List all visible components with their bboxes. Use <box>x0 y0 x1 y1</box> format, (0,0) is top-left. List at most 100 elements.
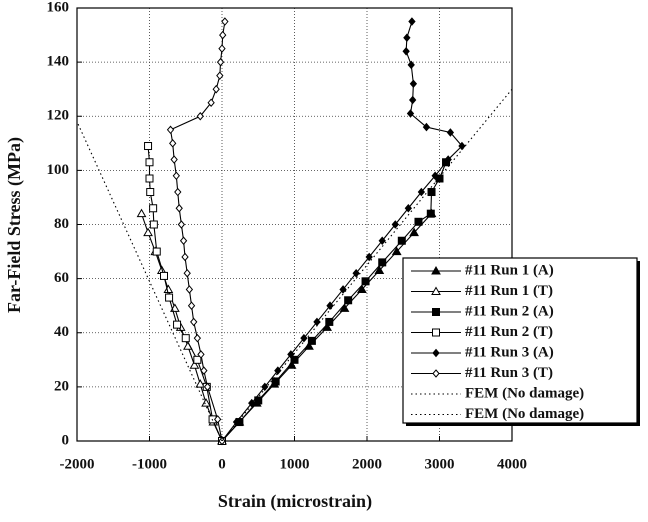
point <box>152 247 161 256</box>
point <box>177 220 186 229</box>
x-tick-label: -1000 <box>132 456 167 472</box>
y-tick-label: 40 <box>54 324 69 340</box>
point <box>196 111 204 121</box>
point <box>446 128 455 137</box>
point <box>409 79 418 89</box>
point <box>212 84 220 94</box>
point <box>422 122 431 132</box>
legend-marker <box>431 265 441 275</box>
point <box>458 141 466 151</box>
point <box>181 252 189 262</box>
point <box>409 227 419 237</box>
point <box>193 333 202 343</box>
point <box>172 171 180 181</box>
x-tick-label: 4000 <box>497 456 527 472</box>
point <box>136 208 147 218</box>
y-tick-label: 80 <box>54 216 69 232</box>
point <box>287 350 295 359</box>
legend-marker <box>431 286 441 295</box>
point <box>218 44 226 53</box>
point <box>165 293 174 302</box>
x-axis-title: Strain (microstrain) <box>218 491 372 512</box>
point <box>407 60 415 70</box>
point <box>352 268 360 278</box>
legend-label: #11 Run 1 (T) <box>465 283 553 299</box>
legend-marker <box>432 308 440 316</box>
point <box>216 71 224 80</box>
point <box>404 203 412 213</box>
legend-marker <box>432 328 440 337</box>
point <box>339 285 347 294</box>
y-tick-label: 140 <box>47 54 70 70</box>
point <box>254 396 263 405</box>
point <box>207 98 215 107</box>
legend-label: #11 Run 2 (T) <box>465 324 553 340</box>
point <box>174 187 182 197</box>
legend-label: #11 Run 1 (A) <box>465 262 554 278</box>
point <box>361 277 370 286</box>
point <box>426 209 435 218</box>
point <box>326 301 334 310</box>
point <box>149 220 158 229</box>
legend-marker <box>432 369 440 378</box>
point <box>406 109 415 118</box>
x-tick-label: 0 <box>218 456 226 472</box>
point <box>195 379 206 388</box>
point <box>179 236 188 246</box>
legend-label: FEM (No damage) <box>465 385 584 401</box>
point <box>160 271 168 280</box>
point <box>391 220 399 229</box>
point <box>408 17 416 26</box>
legend <box>402 257 638 424</box>
point <box>431 171 439 181</box>
point <box>143 227 153 237</box>
y-tick-label: 0 <box>62 432 70 448</box>
point <box>144 142 153 151</box>
y-tick-label: 60 <box>54 270 69 286</box>
point <box>339 303 350 312</box>
y-tick-label: 100 <box>47 162 70 178</box>
point <box>391 246 402 256</box>
x-tick-label: -2000 <box>60 456 95 472</box>
point <box>219 30 227 40</box>
point <box>149 204 158 213</box>
point <box>232 417 241 427</box>
y-tick-label: 160 <box>47 0 70 15</box>
point <box>378 258 387 267</box>
point <box>271 377 280 386</box>
point <box>203 382 212 392</box>
series-line <box>169 21 226 441</box>
point <box>183 268 191 278</box>
point <box>146 188 155 197</box>
point <box>166 125 175 135</box>
y-tick-label: 20 <box>54 378 69 394</box>
point <box>290 355 299 364</box>
point <box>181 334 190 343</box>
point <box>169 139 177 148</box>
point <box>190 317 198 327</box>
point <box>397 236 406 245</box>
legend-label: FEM (No damage) <box>465 406 584 422</box>
point <box>197 350 205 359</box>
point <box>185 285 194 294</box>
point <box>300 333 308 343</box>
point <box>325 317 334 326</box>
point <box>221 17 229 26</box>
plot-frame <box>76 7 513 442</box>
point <box>216 57 225 67</box>
point <box>175 203 183 213</box>
point <box>193 355 202 364</box>
x-tick-label: 1000 <box>280 456 310 472</box>
legend-label: #11 Run 3 (T) <box>465 365 553 381</box>
point <box>403 33 411 43</box>
point <box>444 155 452 164</box>
point <box>357 284 367 293</box>
point <box>378 236 386 246</box>
point <box>414 217 423 226</box>
point <box>170 155 178 164</box>
point <box>189 360 200 369</box>
point <box>409 95 417 105</box>
point <box>307 336 316 345</box>
x-tick-label: 2000 <box>352 456 382 472</box>
point <box>374 265 385 275</box>
